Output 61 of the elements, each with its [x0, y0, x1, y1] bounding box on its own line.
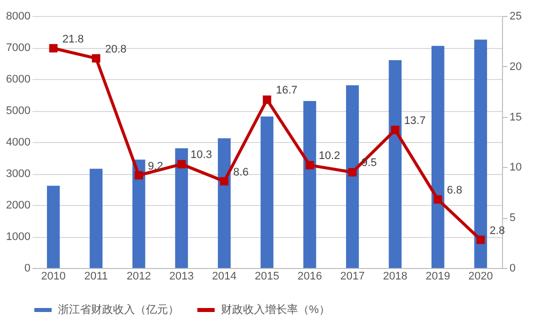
bar [175, 148, 188, 268]
y-tick-label: 5000 [6, 105, 30, 117]
x-tick-label: 2019 [426, 270, 450, 282]
legend-label: 浙江省财政收入（亿元） [58, 303, 179, 316]
y2-tick-label: 20 [510, 60, 522, 73]
data-label: 13.7 [404, 114, 426, 127]
bar [260, 116, 274, 268]
x-tick-label: 2013 [169, 270, 194, 282]
y-tick-label: 3000 [6, 168, 30, 180]
point [348, 168, 357, 176]
point [134, 171, 143, 180]
x-tick-label: 2018 [382, 270, 408, 282]
bar [90, 168, 102, 268]
y2-tick-label: 15 [510, 111, 522, 124]
y2-tick-label: 0 [510, 262, 516, 274]
bar [46, 186, 60, 268]
point [177, 160, 186, 168]
y-tick-label: 8000 [6, 10, 30, 22]
data-label: 10.3 [190, 149, 212, 162]
data-label: 2.8 [490, 224, 505, 237]
data-label: 9.2 [148, 160, 164, 172]
bar [346, 85, 359, 268]
bar [474, 40, 488, 268]
data-label: 6.8 [446, 184, 462, 196]
x-tick-label: 2012 [126, 270, 152, 282]
x-tick-label: 2016 [297, 270, 322, 282]
bar [303, 101, 316, 268]
point [434, 195, 442, 204]
bar [132, 160, 146, 268]
point [49, 44, 58, 52]
x-tick-label: 2015 [254, 270, 280, 282]
data-label: 16.7 [276, 84, 298, 97]
x-tick-label: 2010 [41, 270, 66, 282]
bar [218, 138, 231, 268]
y-tick-label: 7000 [6, 42, 30, 54]
y2-tick-label: 10 [510, 162, 522, 174]
point [476, 236, 485, 244]
point [262, 95, 272, 104]
y-tick-label: 4000 [6, 136, 30, 148]
x-tick-label: 2020 [468, 270, 493, 282]
y-tick-label: 6000 [6, 74, 30, 86]
x-tick-label: 2014 [212, 270, 237, 282]
data-label: 10.2 [318, 150, 340, 162]
y-tick-label: 0 [24, 262, 30, 274]
data-label: 20.8 [105, 43, 127, 56]
y-tick-label: 1000 [6, 231, 30, 243]
bar [388, 60, 402, 268]
point [306, 161, 314, 170]
x-tick-label: 2017 [340, 270, 365, 282]
point [92, 54, 100, 63]
data-label: 8.6 [233, 166, 249, 178]
legend-label: 财政收入增长率（%） [221, 303, 330, 316]
y2-tick-label: 25 [510, 10, 522, 22]
point [220, 177, 228, 186]
data-label: 21.8 [62, 33, 84, 46]
point [391, 126, 400, 134]
y2-tick-label: 5 [510, 212, 516, 224]
data-label: 9.5 [361, 157, 377, 170]
y-tick-label: 2000 [6, 200, 30, 212]
bar [432, 46, 444, 268]
x-tick-label: 2011 [84, 270, 108, 282]
